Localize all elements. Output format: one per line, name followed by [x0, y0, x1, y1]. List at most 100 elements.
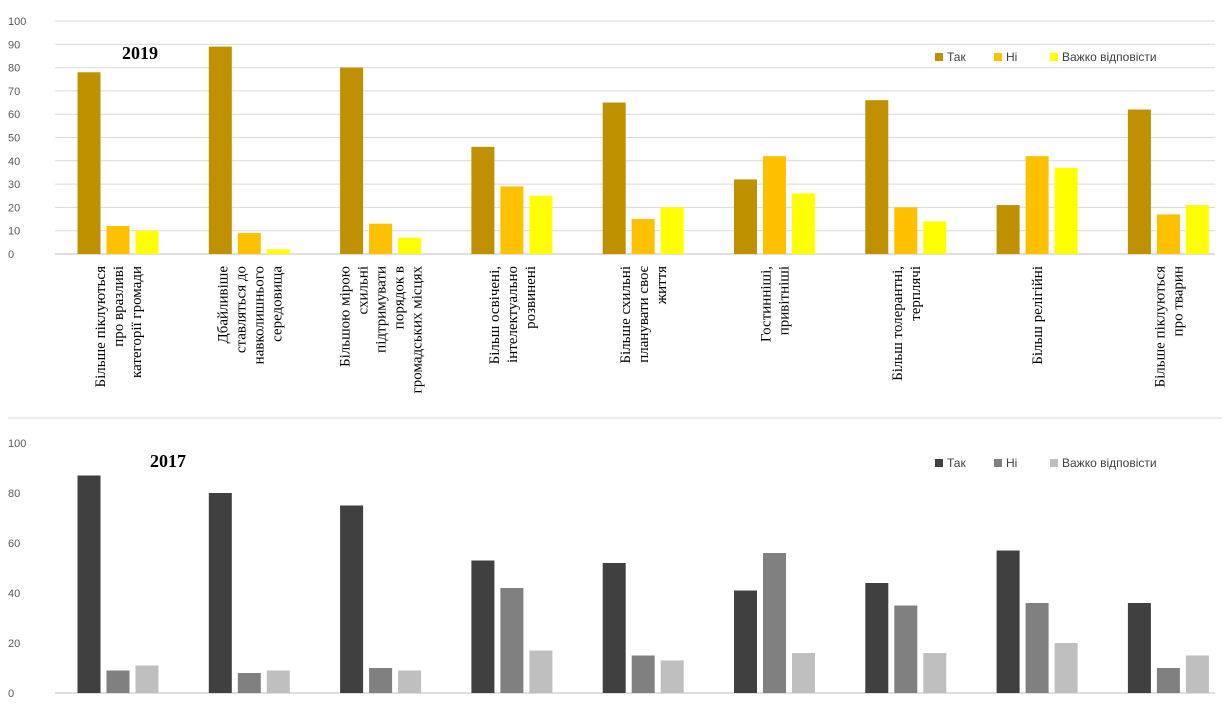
chart-2017-bar	[77, 475, 101, 693]
chart-2019-bar	[792, 193, 815, 254]
chart-2019-ytick-label: 60	[8, 109, 20, 121]
chart-2019-legend-swatch	[935, 53, 943, 61]
chart-2019-legend-swatch	[994, 53, 1002, 61]
chart-2019-legend-swatch	[1050, 53, 1058, 61]
chart-2017-legend-label: Важко відповісти	[1062, 456, 1157, 470]
chart-2019-bar	[500, 186, 524, 254]
chart-2019-category-label: Більш релігійні	[1030, 266, 1046, 365]
chart-2019-ytick-label: 0	[8, 249, 14, 261]
chart-2017-bar	[398, 670, 422, 693]
chart-2017: 2017 0 20 40 60 80 100 Так Ні Важко відповісти	[8, 438, 1215, 700]
chart-2019-category-label: порядок в	[392, 266, 408, 329]
chart-2019-bar	[471, 146, 495, 254]
chart-2019-category-label: категорії громади	[129, 266, 145, 378]
chart-2019-bar	[77, 72, 101, 254]
chart-2019-bar	[398, 237, 422, 254]
chart-2017-bar	[734, 590, 757, 693]
chart-2019-bar	[1185, 205, 1209, 254]
chart-2017-bar	[237, 673, 261, 693]
chart-2019-category-label: громадських місцях	[410, 266, 426, 394]
chart-2017-bar	[923, 653, 947, 693]
chart-2019-category-label: Більше піклуються	[93, 266, 109, 388]
chart-2019-legend-label: Так	[947, 50, 966, 64]
chart-2019-bar	[135, 230, 159, 254]
chart-2019-ytick-label: 70	[8, 86, 20, 98]
chart-2019-bar	[340, 67, 364, 254]
chart-2019-bar	[266, 249, 290, 254]
chart-2017-bar	[135, 665, 159, 693]
chart-2019-category-label: про вразливі	[111, 266, 127, 347]
chart-2017-bar	[1156, 668, 1180, 693]
chart-2019-bar	[602, 102, 626, 254]
chart-2019-bar	[660, 207, 684, 254]
chart-2019-ytick-label: 40	[8, 156, 20, 168]
chart-2019-title: 2019	[122, 43, 158, 63]
chart-2017-bar	[602, 563, 626, 693]
chart-2017-bar	[106, 670, 130, 693]
chart-2017-bar	[996, 550, 1020, 693]
chart-2019-bar	[1054, 167, 1078, 254]
chart-2017-bar	[529, 650, 553, 693]
chart-2019-category-label: привітніші	[777, 266, 793, 335]
chart-2019-bar	[763, 156, 786, 254]
chart-2017-bar	[471, 560, 495, 693]
chart-2019-category-label: ставляться до	[233, 266, 249, 353]
chart-2019-category-label: Більше піклуються	[1152, 266, 1168, 388]
chart-2019-category-label: середовища	[269, 266, 285, 342]
chart-2019-category-label: навколишнього	[251, 266, 267, 364]
chart-2017-bar	[792, 653, 815, 693]
chart-2019-bar	[734, 179, 757, 254]
chart-2017-bar	[369, 668, 393, 693]
chart-2019-category-label: життя	[654, 266, 670, 305]
chart-2017-bar	[340, 505, 364, 693]
chart-2017-ytick-label: 40	[8, 588, 20, 600]
chart-2017-bar	[1054, 643, 1078, 693]
chart-2019-ytick-label: 100	[8, 16, 26, 28]
chart-2019-bar	[106, 226, 130, 254]
chart-2019-bar	[529, 195, 553, 254]
chart-2019-category-label: терплячі	[908, 266, 924, 321]
chart-2019-category-label: Більше схильні	[618, 266, 634, 364]
chart-2019: 2019 0 10 20 30 40 50 60 70 80 90 100 Більше піклую…	[8, 16, 1215, 393]
chart-2019-ytick-label: 80	[8, 63, 20, 75]
chart-2017-bar	[865, 583, 889, 693]
chart-2017-bar	[894, 605, 918, 693]
chart-2019-legend-label: Ні	[1006, 50, 1017, 64]
chart-2017-bar	[208, 493, 232, 693]
chart-2017-bar	[1127, 603, 1151, 693]
chart-2017-legend-swatch	[935, 459, 943, 467]
chart-2019-bar	[996, 205, 1020, 254]
chart-2019-category-label: планувати своє	[636, 265, 652, 362]
chart-2017-legend-label: Ні	[1006, 456, 1017, 470]
chart-2017-legend-label: Так	[947, 456, 966, 470]
chart-2017-bar	[631, 655, 655, 693]
chart-2019-bar	[894, 207, 918, 254]
chart-2019-ytick-label: 30	[8, 179, 20, 191]
chart-2019-category-label: інтелектуально	[505, 266, 521, 363]
chart-2017-bar	[1025, 603, 1049, 693]
chart-2019-category-label: Більшою мірою	[338, 266, 354, 367]
chart-2019-ytick-label: 20	[8, 202, 20, 214]
chart-2017-ytick-label: 80	[8, 488, 20, 500]
chart-2019-category-label: Дбайливіше	[215, 266, 231, 344]
chart-2019-ytick-label: 10	[8, 226, 20, 238]
chart-2019-bar	[923, 221, 947, 254]
chart-2017-bar	[1185, 655, 1209, 693]
chart-2019-legend-label: Важко відповісти	[1062, 50, 1157, 64]
chart-2017-bar	[266, 670, 290, 693]
chart-2019-ytick-label: 50	[8, 133, 20, 145]
chart-2019-bar	[1127, 109, 1151, 254]
chart-2019-bar	[865, 100, 889, 254]
chart-2017-ytick-label: 60	[8, 538, 20, 550]
chart-2019-category-label: підтримувати	[374, 266, 390, 353]
chart-2019-bar	[1025, 156, 1049, 254]
chart-2019-category-label: Більш толерантні,	[890, 266, 906, 381]
chart-2017-ytick-label: 20	[8, 638, 20, 650]
chart-2017-bar	[660, 660, 684, 693]
chart-2017-title: 2017	[150, 451, 186, 471]
chart-2019-category-label: схильні	[356, 266, 372, 315]
chart-2017-legend-swatch	[994, 459, 1002, 467]
chart-2019-category-label: Більш освічені,	[487, 266, 503, 364]
chart-2019-bar	[208, 46, 232, 254]
